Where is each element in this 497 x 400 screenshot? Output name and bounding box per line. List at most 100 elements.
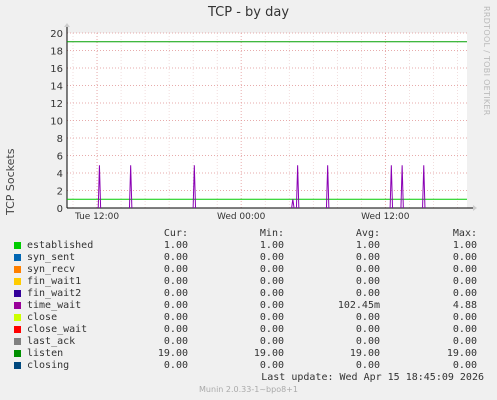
legend-label: closing [27,360,70,371]
series-spike-time_wait [291,199,295,209]
series-spike-time_wait [192,165,197,209]
y-tick-label: 14 [50,82,63,93]
legend-row-syn-sent: syn_sent 0.00 0.00 0.00 0.00 [0,252,497,264]
legend-avg: 0.00 [355,276,380,287]
legend-min: 1.00 [259,240,284,251]
legend-max: 19.00 [446,348,477,359]
legend-max: 0.00 [452,288,477,299]
legend-swatch [14,338,21,345]
legend-label: fin_wait1 [27,276,82,287]
y-tick-label: 12 [50,99,63,110]
legend-label: fin_wait2 [27,288,82,299]
legend-max: 1.00 [452,240,477,251]
legend-swatch [14,302,21,309]
legend-label: close [27,312,58,323]
series-spike-time_wait [422,165,426,209]
legend: Cur: Min: Avg: Max: established 1.00 1.00 1… [0,228,497,372]
legend-row-close-wait: close_wait 0.00 0.00 0.00 0.00 [0,324,497,336]
series-spike-time_wait [400,165,404,209]
legend-cur: 1.00 [163,240,188,251]
legend-min: 19.00 [253,348,284,359]
legend-cur: 0.00 [163,276,188,287]
legend-max: 0.00 [452,264,477,275]
legend-avg: 102.45m [337,300,380,311]
legend-avg: 1.00 [355,240,380,251]
legend-swatch [14,254,21,261]
legend-cur: 0.00 [163,360,188,371]
legend-max: 0.00 [452,312,477,323]
legend-row-close: close 0.00 0.00 0.00 0.00 [0,312,497,324]
y-tick-label: 20 [50,29,63,40]
legend-min: 0.00 [259,252,284,263]
legend-min: 0.00 [259,312,284,323]
legend-cur: 0.00 [163,264,188,275]
legend-min: 0.00 [259,276,284,287]
legend-max: 4.88 [452,300,477,311]
legend-row-fin-wait2: fin_wait2 0.00 0.00 0.00 0.00 [0,288,497,300]
legend-label: syn_sent [27,252,76,263]
series-spike-time_wait [295,165,300,209]
x-axis-arrow [473,205,477,211]
legend-min: 0.00 [259,264,284,275]
legend-avg: 0.00 [355,324,380,335]
legend-swatch [14,314,21,321]
legend-swatch [14,350,21,357]
legend-label: listen [27,348,64,359]
legend-header-max: Max: [452,228,477,239]
legend-swatch [14,278,21,285]
x-tick-label: Wed 12:00 [361,212,410,222]
legend-avg: 0.00 [355,252,380,263]
y-tick-label: 4 [57,169,63,180]
legend-row-syn-recv: syn_recv 0.00 0.00 0.00 0.00 [0,264,497,276]
x-tick-label: Wed 00:00 [217,212,266,222]
last-update: Last update: Wed Apr 15 18:45:09 2026 [261,372,484,383]
series-spike-time_wait [128,165,133,209]
legend-min: 0.00 [259,360,284,371]
legend-cur: 0.00 [163,324,188,335]
legend-swatch [14,326,21,333]
series-spike-time_wait [97,165,102,209]
legend-cur: 0.00 [163,312,188,323]
legend-max: 0.00 [452,360,477,371]
y-tick-label: 6 [57,152,63,163]
legend-max: 0.00 [452,252,477,263]
legend-row-established: established 1.00 1.00 1.00 1.00 [0,240,497,252]
series-spike-time_wait [325,165,330,209]
munin-version: Munin 2.0.33-1~bpo8+1 [199,385,298,394]
legend-cur: 0.00 [163,288,188,299]
legend-row-listen: listen 19.00 19.00 19.00 19.00 [0,348,497,360]
series-spike-time_wait [389,165,394,209]
legend-cur: 0.00 [163,252,188,263]
legend-header-min: Min: [259,228,284,239]
legend-cur: 0.00 [163,336,188,347]
legend-avg: 0.00 [355,336,380,347]
legend-label: syn_recv [27,264,76,275]
rrdtool-credit: RRDTOOL / TOBI OETIKER [482,6,491,116]
legend-swatch [14,266,21,273]
legend-row-last-ack: last_ack 0.00 0.00 0.00 0.00 [0,336,497,348]
x-tick-label: Tue 12:00 [74,212,119,222]
legend-header: Cur: Min: Avg: Max: [0,228,497,240]
legend-max: 0.00 [452,276,477,287]
legend-swatch [14,242,21,249]
y-tick-label: 16 [50,64,63,75]
legend-row-closing: closing 0.00 0.00 0.00 0.00 [0,360,497,372]
legend-label: close_wait [27,324,88,335]
legend-min: 0.00 [259,336,284,347]
y-axis-arrow [64,23,70,27]
legend-min: 0.00 [259,300,284,311]
y-tick-label: 2 [57,187,63,198]
legend-max: 0.00 [452,324,477,335]
chart-title: TCP - by day [207,5,290,20]
chart-svg: 0 2 4 6 8 10 12 14 16 18 20 Tue 12:00 Wed 00:00 Wed 1… [50,23,477,222]
legend-max: 0.00 [452,336,477,347]
y-tick-label: 8 [57,134,63,145]
legend-avg: 0.00 [355,288,380,299]
legend-avg: 0.00 [355,312,380,323]
legend-header-avg: Avg: [355,228,380,239]
y-tick-label: 18 [50,47,63,58]
legend-cur: 19.00 [157,348,188,359]
legend-label: established [27,240,94,251]
legend-min: 0.00 [259,324,284,335]
legend-min: 0.00 [259,288,284,299]
